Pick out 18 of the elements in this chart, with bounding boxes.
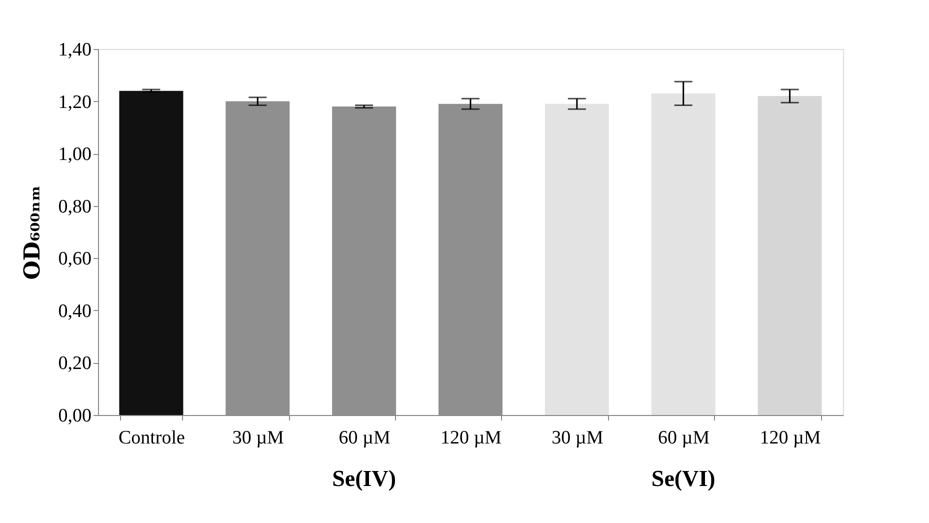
- x-tick-label: 30 µM: [552, 428, 604, 448]
- text: Se(VI): [651, 466, 716, 491]
- x-tick-label: 60 µM: [658, 428, 710, 448]
- x-tick-label: 120 µM: [760, 428, 821, 448]
- y-tick-label: 0,80: [58, 196, 92, 218]
- y-axis-title: OD₆₀₀ₙₘ: [19, 185, 46, 280]
- y-tick-label: 1,20: [58, 92, 92, 113]
- x-tick-label: 60 µM: [338, 428, 390, 448]
- y-tick-label: 0,60: [58, 248, 92, 270]
- y-tick-label: 1,00: [58, 144, 92, 166]
- x-tick-label: 120 µM: [440, 428, 502, 448]
- y-tick-label: 0,20: [58, 353, 92, 374]
- y-tick-label: 1,40: [58, 40, 92, 60]
- text: Se(IV): [332, 466, 396, 491]
- x-tick-label: Controle: [118, 428, 185, 448]
- y-tick-label: 0,40: [58, 300, 92, 322]
- x-tick-label: 30 µM: [232, 428, 284, 448]
- y-tick-label: 0,00: [58, 406, 92, 426]
